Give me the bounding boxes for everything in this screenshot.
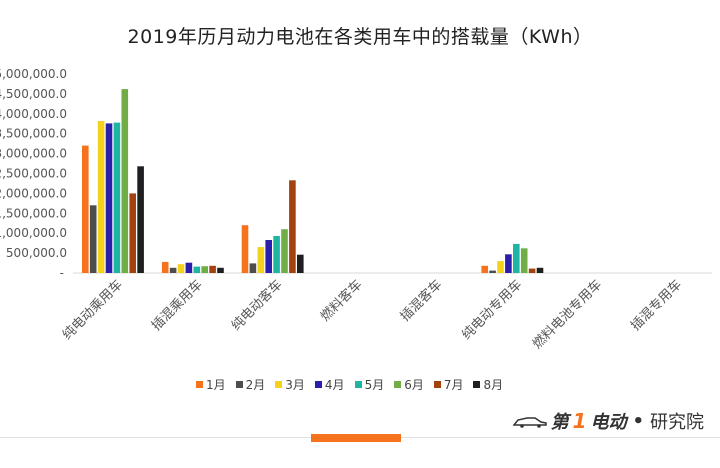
legend-item: 7月 (433, 376, 464, 393)
bar (129, 193, 136, 273)
x-tick-label: 燃料客车 (317, 277, 365, 325)
y-tick-label: - (60, 266, 64, 280)
bar (121, 89, 129, 273)
legend-swatch (473, 380, 481, 388)
bar (297, 254, 304, 273)
bar (89, 205, 97, 273)
x-tick-label: 插混专用车 (628, 277, 685, 334)
y-tick-label: 4,000,000.0 (0, 107, 67, 121)
legend-item: 4月 (314, 376, 345, 393)
bar (97, 121, 105, 273)
footer-accent-bar (311, 434, 401, 442)
bar (513, 243, 520, 273)
bar (528, 268, 536, 273)
legend-label: 1月 (206, 377, 226, 392)
bar (289, 180, 296, 273)
legend-label: 8月 (483, 377, 504, 392)
legend-swatch (196, 380, 203, 388)
legend-label: 3月 (285, 377, 305, 392)
bar (201, 266, 208, 273)
bar (249, 263, 257, 273)
brand-number: 1 (572, 409, 587, 433)
bar (520, 248, 528, 273)
car-icon (512, 417, 547, 428)
bar (185, 262, 193, 273)
bar (169, 267, 177, 273)
bar (209, 265, 216, 273)
bar (536, 267, 544, 273)
y-tick-label: 4,500,000.0 (0, 87, 67, 101)
brand-text-a: 第 (550, 412, 569, 433)
x-tick-label: 燃料电池专用车 (529, 277, 605, 353)
legend-item: 5月 (354, 376, 385, 393)
legend-swatch (314, 380, 322, 388)
legend-swatch (354, 380, 362, 388)
legend-item: 1月 (196, 376, 226, 393)
bar (193, 266, 201, 273)
y-tick-label: 1,500,000.0 (0, 206, 67, 220)
legend-swatch (394, 380, 402, 388)
bar (281, 229, 288, 273)
legend-item: 8月 (473, 376, 503, 393)
bar (257, 247, 265, 273)
bar (489, 270, 496, 273)
legend-label: 5月 (364, 377, 385, 392)
bar (497, 261, 504, 273)
y-tick-label: 2,000,000.0 (0, 186, 67, 200)
x-tick-label: 插混乘用车 (148, 277, 205, 334)
chart-title: 2019年历月动力电池在各类用车中的搭载量（KWh） (127, 26, 593, 48)
bar (481, 265, 488, 273)
y-tick-label: 500,000.0 (6, 246, 67, 260)
bar (241, 225, 249, 273)
legend-label: 7月 (443, 377, 464, 392)
legend-label: 4月 (324, 377, 345, 392)
y-tick-label: 1,000,000.0 (0, 226, 67, 240)
bar (217, 267, 224, 273)
x-tick-label: 纯电动客车 (228, 277, 285, 334)
y-tick-label: 3,000,000.0 (0, 147, 67, 161)
brand-separator: • (632, 410, 644, 432)
x-tick-label: 纯电动乘用车 (59, 277, 125, 343)
y-tick-label: 2,500,000.0 (0, 167, 67, 181)
legend-item: 2月 (235, 376, 266, 393)
brand-logo: 第 1 电动 • 研究院 (512, 408, 704, 434)
legend-swatch (275, 380, 283, 388)
legend-label: 2月 (245, 377, 266, 392)
y-tick-label: 5,000,000.0 (0, 67, 67, 81)
bar (113, 122, 121, 273)
brand-research: 研究院 (650, 412, 704, 433)
legend-swatch (235, 380, 243, 388)
brand-text-b: 电动 (590, 412, 627, 433)
bar (273, 236, 280, 273)
legend-item: 3月 (275, 376, 305, 393)
bar (177, 264, 185, 273)
bar (137, 166, 144, 273)
bar (505, 254, 512, 273)
chart-legend: 1月 2月 3月 4月 5月 6月 7月 8月 (196, 374, 503, 394)
y-tick-label: 3,500,000.0 (0, 127, 67, 141)
bar (265, 240, 272, 273)
legend-swatch (433, 380, 441, 388)
x-tick-label: 插混客车 (397, 277, 445, 325)
x-tick-label: 纯电动专用车 (459, 277, 525, 343)
legend-label: 6月 (404, 377, 424, 392)
legend-item: 6月 (394, 376, 424, 393)
bar (161, 261, 169, 273)
bar (105, 123, 113, 274)
bar (82, 145, 89, 273)
